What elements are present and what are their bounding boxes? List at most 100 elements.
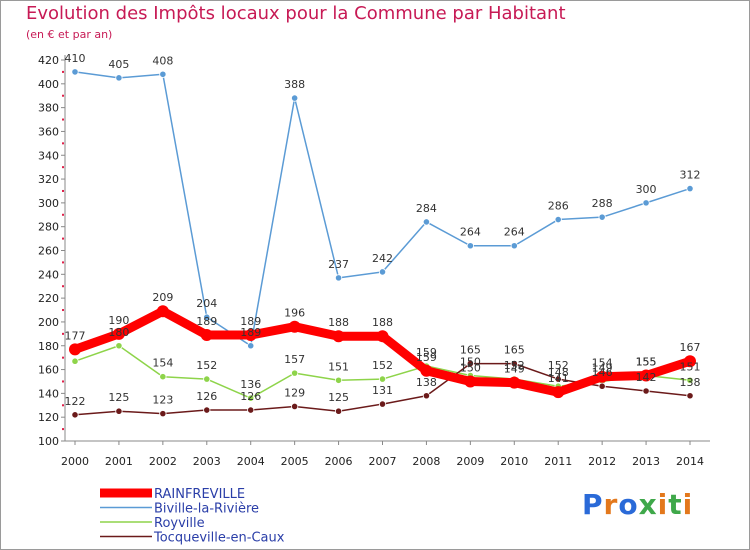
data-label: 157 xyxy=(284,353,305,366)
data-label: 142 xyxy=(636,371,657,384)
data-point xyxy=(115,74,123,82)
x-tick-label: 2007 xyxy=(369,455,397,468)
data-label: 190 xyxy=(108,314,129,327)
data-label: 154 xyxy=(592,357,613,370)
data-point xyxy=(71,411,79,419)
y-tick-label: 240 xyxy=(38,268,59,281)
chart-subtitle: (en € et par an) xyxy=(26,28,113,41)
data-point xyxy=(510,242,518,250)
data-label: 152 xyxy=(504,359,525,372)
data-label: 150 xyxy=(460,356,481,369)
data-point xyxy=(642,199,650,207)
data-point xyxy=(642,387,650,395)
logo-letter: o xyxy=(618,488,639,521)
data-label: 177 xyxy=(65,329,86,342)
data-label: 152 xyxy=(196,359,217,372)
data-point xyxy=(686,376,694,384)
logo-letter: t xyxy=(668,488,683,521)
data-point xyxy=(203,406,211,414)
data-point xyxy=(640,369,653,382)
data-point xyxy=(247,394,255,402)
y-minor-tick xyxy=(62,70,64,73)
data-point xyxy=(422,218,431,226)
data-point xyxy=(71,68,79,76)
x-tick-label: 2006 xyxy=(325,455,353,468)
x-tick-label: 2010 xyxy=(500,455,528,468)
y-tick-label: 200 xyxy=(38,316,59,329)
data-label: 159 xyxy=(416,351,437,364)
data-label: 131 xyxy=(372,384,393,397)
data-label: 286 xyxy=(548,200,569,213)
logo-letter: P xyxy=(582,488,604,521)
y-minor-tick xyxy=(62,94,64,97)
data-point xyxy=(684,355,696,368)
data-label: 122 xyxy=(65,395,86,408)
y-tick-label: 220 xyxy=(38,292,59,305)
data-point xyxy=(203,375,211,383)
data-point xyxy=(466,360,474,368)
y-tick-label: 420 xyxy=(38,54,59,67)
data-point xyxy=(244,329,257,342)
data-label: 167 xyxy=(680,341,701,354)
data-point xyxy=(156,305,169,318)
data-point xyxy=(686,392,694,400)
x-tick-label: 2004 xyxy=(237,455,265,468)
logo-letter: i xyxy=(657,488,669,521)
data-label: 129 xyxy=(284,386,305,399)
data-point xyxy=(378,268,387,276)
data-label: 242 xyxy=(372,252,393,265)
y-tick-label: 400 xyxy=(38,78,59,91)
data-label: 288 xyxy=(592,197,613,210)
data-label: 146 xyxy=(592,366,613,379)
data-label: 149 xyxy=(504,363,525,376)
x-tick-label: 2009 xyxy=(456,455,484,468)
data-point xyxy=(247,406,255,414)
data-point xyxy=(288,320,301,333)
series-biville-la-rivi-re xyxy=(71,68,694,350)
data-point xyxy=(686,184,694,193)
series-layer xyxy=(69,68,696,419)
data-label: 155 xyxy=(636,356,657,369)
data-point xyxy=(115,407,123,415)
y-tick-label: 260 xyxy=(38,245,59,258)
data-point xyxy=(508,376,521,389)
y-minor-tick xyxy=(62,118,64,121)
data-point xyxy=(159,410,167,418)
x-tick-label: 2002 xyxy=(149,455,177,468)
data-label: 136 xyxy=(240,378,261,391)
logo-letter: x xyxy=(638,488,658,521)
y-minor-tick xyxy=(62,380,64,383)
y-minor-tick xyxy=(62,428,64,431)
data-label: 165 xyxy=(460,344,481,357)
data-label: 237 xyxy=(328,258,349,271)
data-point xyxy=(334,274,343,282)
data-point xyxy=(422,392,431,400)
data-label: 312 xyxy=(680,169,701,182)
data-label: 159 xyxy=(416,346,437,359)
x-tick-label: 2014 xyxy=(676,455,704,468)
y-tick-label: 380 xyxy=(38,102,59,115)
data-label: 152 xyxy=(372,359,393,372)
data-point xyxy=(247,342,255,350)
legend-label: Tocqueville-en-Caux xyxy=(153,531,285,546)
y-minor-tick xyxy=(62,142,64,145)
data-label: 150 xyxy=(460,361,481,374)
y-tick-label: 160 xyxy=(38,364,59,377)
logo-letter: i xyxy=(682,488,694,521)
data-point xyxy=(378,400,387,408)
data-label: 165 xyxy=(504,344,525,357)
data-label: 189 xyxy=(196,315,217,328)
data-point xyxy=(552,386,565,399)
data-label: 209 xyxy=(152,291,173,304)
data-point xyxy=(466,242,474,250)
y-minor-tick xyxy=(62,213,64,216)
y-tick-label: 340 xyxy=(38,149,59,162)
data-label: 152 xyxy=(548,359,569,372)
x-tick-label: 2000 xyxy=(61,455,89,468)
data-labels: 410 405 408 204 189 388 237 242 284 264 264 286 288 3… xyxy=(65,52,701,408)
y-tick-label: 280 xyxy=(38,221,59,234)
data-label: 125 xyxy=(108,391,129,404)
data-point xyxy=(291,402,299,411)
data-point xyxy=(554,375,562,383)
